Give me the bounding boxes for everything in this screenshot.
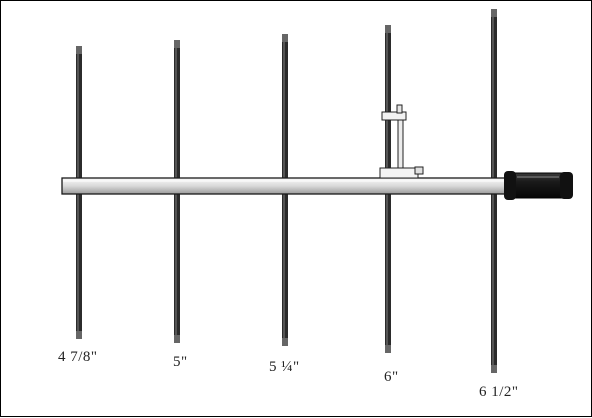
feed-bracket (379, 104, 424, 179)
antenna-boom (61, 177, 513, 195)
element-length-label: 6" (384, 369, 399, 385)
element-length-label: 4 7/8" (58, 349, 98, 365)
antenna-handle (504, 171, 573, 200)
element-length-label: 6 1/2" (479, 384, 519, 400)
element-length-label: 5 ¼" (269, 359, 300, 375)
element-length-label: 5" (173, 354, 188, 370)
